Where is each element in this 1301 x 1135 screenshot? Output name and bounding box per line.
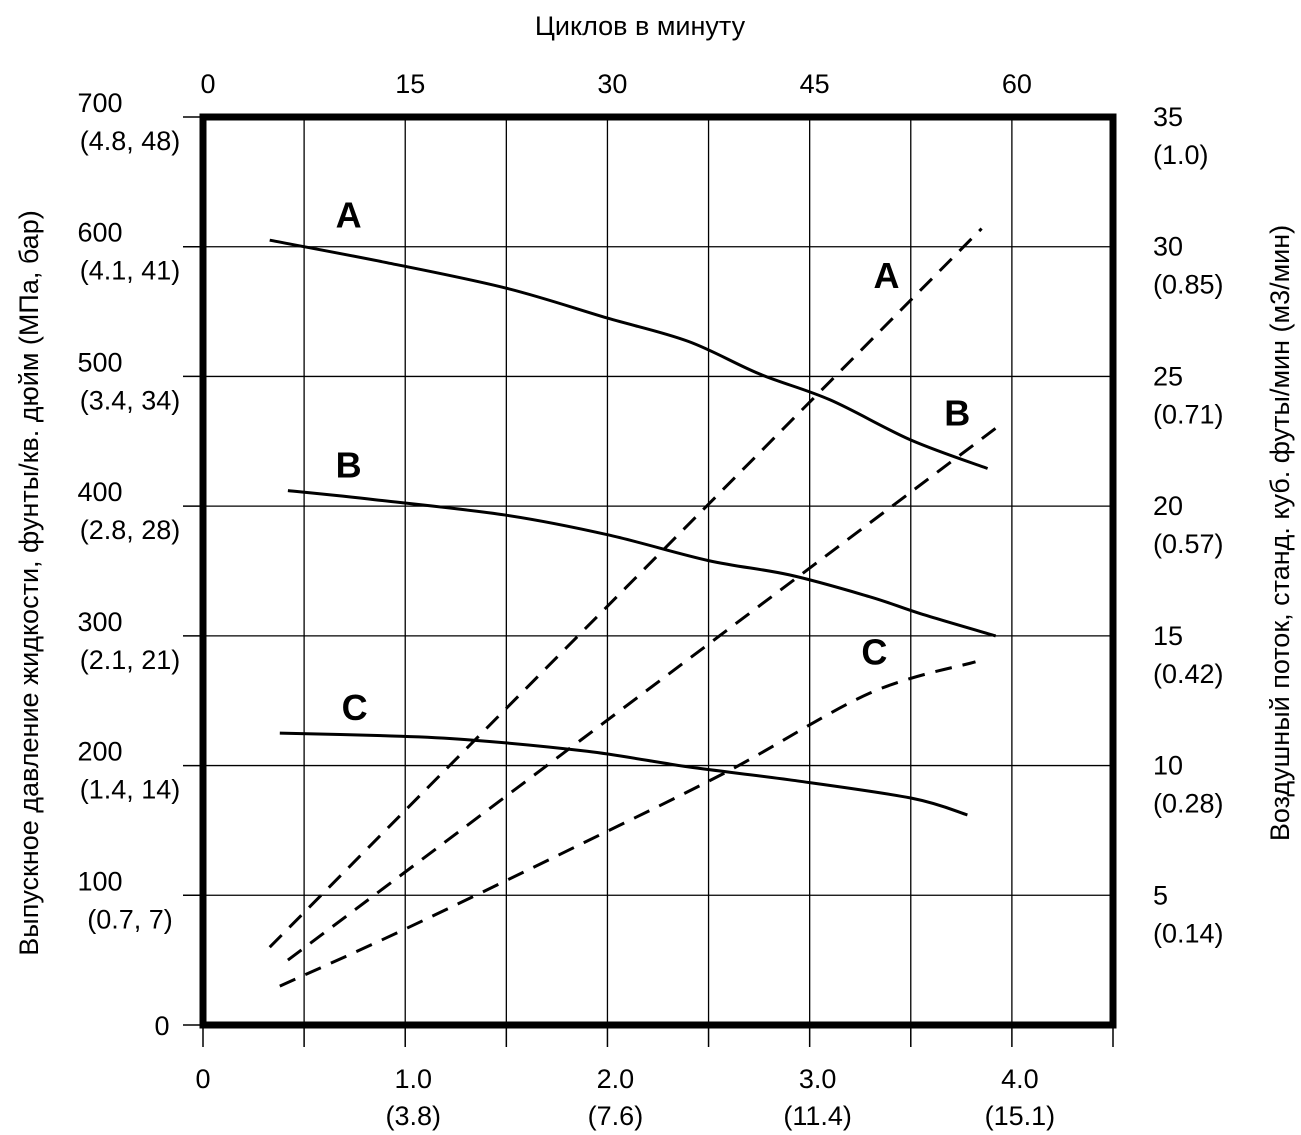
bottom-tick-sublabel: (3.8) [385,1101,441,1131]
left-axis-labels: 0 100 (0.7, 7) 200 (1.4, 14) 300 (2.1, 21) 400 (… [77,88,180,1041]
curve-label-b: B [944,393,970,434]
left-tick-sublabel: (0.7, 7) [87,904,173,934]
curve-label-b: B [336,445,362,486]
series-line-a-solid [269,238,989,470]
top-tick-label: 60 [1002,69,1032,99]
right-tick-label: 5 [1153,880,1168,910]
curve-label-c: C [861,631,887,672]
bottom-tick-label: 2.0 [597,1064,635,1094]
left-tick-sublabel: (1.4, 14) [80,775,181,805]
left-tick-label: 200 [77,737,122,767]
right-tick-sublabel: (0.42) [1153,659,1224,689]
plot-frame [199,113,1117,1029]
top-tick-label: 15 [395,69,425,99]
right-tick-label: 30 [1153,232,1183,262]
top-axis-labels: 0 15 30 45 60 [200,69,1031,99]
left-tick-label: 600 [77,218,122,248]
series-line-a-dashed [268,227,983,949]
top-axis-title: Циклов в минуту [535,11,746,41]
bottom-tick-label: 4.0 [1001,1064,1039,1094]
series-line-c-dashed [279,660,976,988]
right-axis-title: Воздушный поток, станд. куб. футы/мин (м… [1265,225,1295,841]
right-axis-labels: 5 (0.14) 10 (0.28) 15 (0.42) 20 (0.57) 25 (0.71) 3… [1153,102,1224,948]
left-tick-label: 700 [77,88,122,118]
bottom-axis-labels: 0 1.0 (3.8) 2.0 (7.6) 3.0 (11.4) 4.0 (15.1) [195,1064,1055,1131]
left-tick-sublabel: (2.1, 21) [80,645,181,675]
left-tick-label: 400 [77,477,122,507]
top-tick-label: 45 [800,69,830,99]
curve-labels: A B C A B C [336,194,971,728]
left-tick-sublabel: (2.8, 28) [80,515,181,545]
left-tick-sublabel: (4.8, 48) [80,126,181,156]
curve-label-a: A [336,194,362,235]
left-tick-label: 300 [77,607,122,637]
series-line-b-dashed [286,427,997,962]
left-tick-label: 100 [77,866,122,896]
curve-label-a: A [874,255,900,296]
right-tick-label: 35 [1153,102,1183,132]
left-tick-sublabel: (3.4, 34) [80,385,181,415]
right-tick-label: 10 [1153,751,1183,781]
right-tick-sublabel: (0.57) [1153,529,1224,559]
bottom-tick-label: 1.0 [394,1064,432,1094]
right-tick-label: 20 [1153,491,1183,521]
bottom-tick-label: 0 [195,1064,210,1094]
right-tick-sublabel: (1.0) [1153,140,1209,170]
right-tick-label: 15 [1153,621,1183,651]
curve-label-c: C [342,687,368,728]
right-tick-sublabel: (0.71) [1153,399,1224,429]
series-line-b-solid [287,489,997,638]
right-tick-sublabel: (0.85) [1153,270,1224,300]
left-tick-label: 0 [154,1011,169,1041]
bottom-tick-label: 3.0 [799,1064,837,1094]
top-tick-label: 30 [597,69,627,99]
bottom-tick-sublabel: (11.4) [783,1101,852,1131]
bottom-tick-sublabel: (7.6) [588,1101,644,1131]
left-axis-title: Выпускное давление жидкости, фунты/кв. д… [14,210,44,955]
bottom-tick-sublabel: (15.1) [985,1101,1056,1131]
axis-ticks [183,116,1114,1047]
top-tick-label: 0 [200,69,215,99]
left-tick-label: 500 [77,347,122,377]
right-tick-sublabel: (0.14) [1153,918,1224,948]
right-tick-sublabel: (0.28) [1153,789,1224,819]
left-tick-sublabel: (4.1, 41) [80,256,181,286]
series-group [268,227,997,988]
grid-lines [203,117,1113,1025]
right-tick-label: 25 [1153,361,1183,391]
series-line-c-solid [279,731,968,817]
